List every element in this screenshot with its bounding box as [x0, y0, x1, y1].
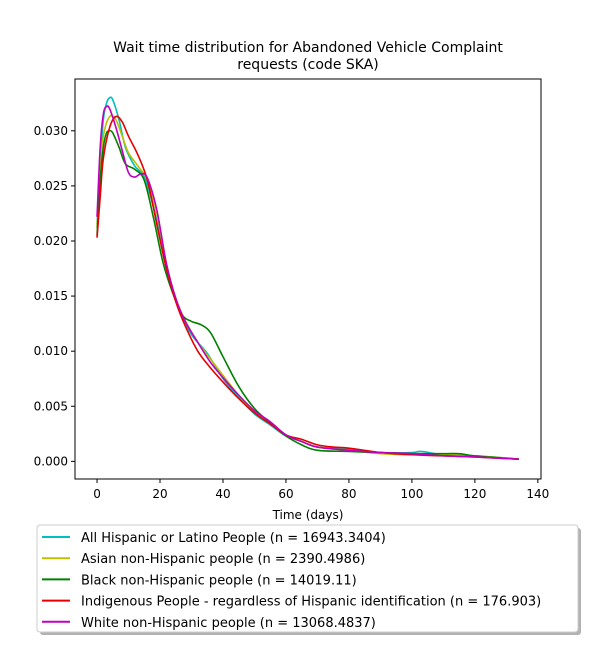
y-tick-label: 0.015 [34, 289, 68, 303]
y-tick-label: 0.005 [34, 399, 68, 413]
x-tick-label: 40 [215, 487, 230, 501]
legend-label-1: All Hispanic or Latino People (n = 16943… [81, 531, 386, 546]
x-tick-label: 120 [463, 487, 486, 501]
y-axis: 0.000 0.005 0.010 0.015 0.020 0.025 0.030 [34, 124, 75, 468]
y-tick-label: 0.030 [34, 124, 68, 138]
x-tick-label: 80 [341, 487, 356, 501]
y-tick-label: 0.020 [34, 234, 68, 248]
y-tick-label: 0.025 [34, 179, 68, 193]
legend-label-2: Asian non-Hispanic people (n = 2390.4986… [81, 552, 365, 567]
x-tick-label: 20 [152, 487, 167, 501]
legend-label-4: Indigenous People - regardless of Hispan… [81, 595, 541, 610]
series-line-5 [96, 105, 520, 460]
x-tick-label: 100 [400, 487, 423, 501]
legend-box [36, 524, 579, 633]
chart-title-line-2: requests (code SKA) [237, 57, 379, 73]
x-tick-label: 60 [278, 487, 293, 501]
series-line-3 [96, 129, 520, 460]
series-line-2 [96, 114, 520, 460]
legend-label-3: Black non-Hispanic people (n = 14019.11) [81, 573, 357, 588]
chart-title: Wait time distribution for Abandoned Veh… [113, 40, 503, 73]
legend: All Hispanic or Latino People (n = 16943… [36, 524, 581, 635]
y-tick-label: 0.000 [34, 454, 68, 468]
x-tick-label: 140 [526, 487, 549, 501]
series-line-4 [96, 115, 520, 460]
y-tick-label: 0.010 [34, 344, 68, 358]
series-line-1 [96, 96, 520, 460]
chart-title-line-1: Wait time distribution for Abandoned Veh… [113, 40, 503, 56]
x-tick-label: 0 [93, 487, 101, 501]
x-axis-label: Time (days) [272, 508, 344, 522]
series-layer [96, 96, 520, 460]
legend-label-5: White non-Hispanic people (n = 13068.483… [81, 616, 376, 631]
plot-area-frame [74, 78, 542, 480]
x-axis: 0 20 40 60 80 100 120 140 [93, 479, 549, 501]
